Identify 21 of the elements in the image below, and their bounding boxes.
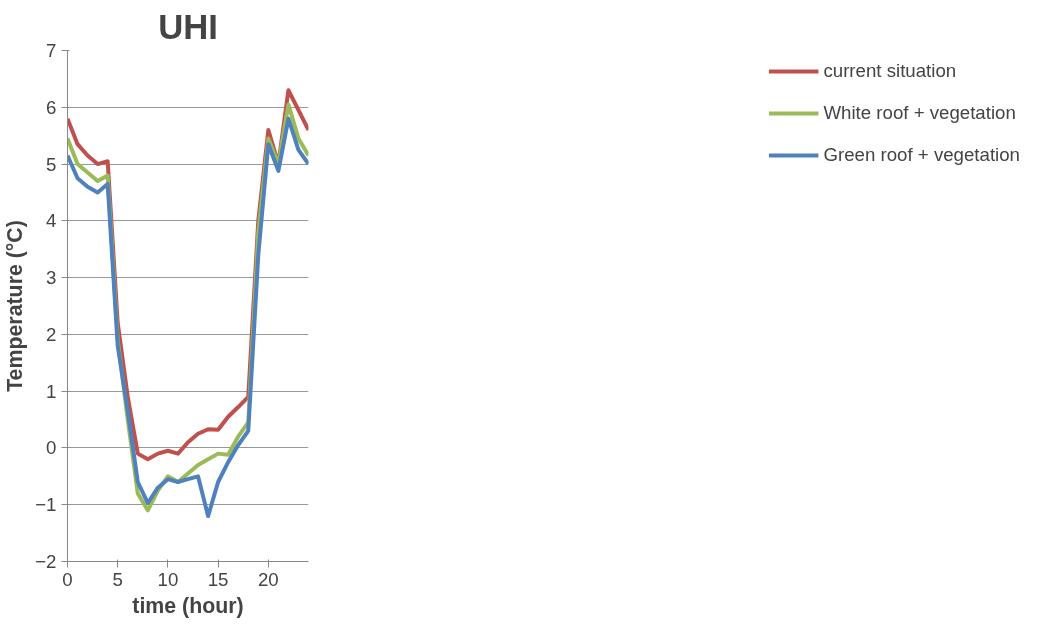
x-tick-label: 0 xyxy=(62,568,73,590)
y-tick-label: 3 xyxy=(46,267,57,289)
y-tick-label: 4 xyxy=(46,210,57,232)
x-tick-label: 10 xyxy=(157,568,179,590)
legend-label: Green roof + vegetation xyxy=(823,144,1020,166)
y-tick-label: 5 xyxy=(46,153,57,175)
y-tick-label: 6 xyxy=(46,96,57,118)
legend-label: White roof + vegetation xyxy=(823,102,1016,124)
y-tick-label: 2 xyxy=(46,323,57,345)
x-tick-label: 5 xyxy=(112,568,123,590)
x-tick-label: 20 xyxy=(257,568,279,590)
x-tick-label: 15 xyxy=(207,568,229,590)
y-tick-label: −1 xyxy=(35,494,57,516)
y-tick-label: 1 xyxy=(46,380,57,402)
y-tick-label: 0 xyxy=(46,437,57,459)
y-tick-label: −2 xyxy=(35,551,57,572)
y-tick-label: 7 xyxy=(46,40,57,61)
legend-label: current situation xyxy=(823,60,957,82)
x-axis-title: time (hour) xyxy=(132,593,244,618)
y-axis-title: Temperature (°C) xyxy=(3,220,28,392)
chart-title: UHI xyxy=(158,7,218,46)
